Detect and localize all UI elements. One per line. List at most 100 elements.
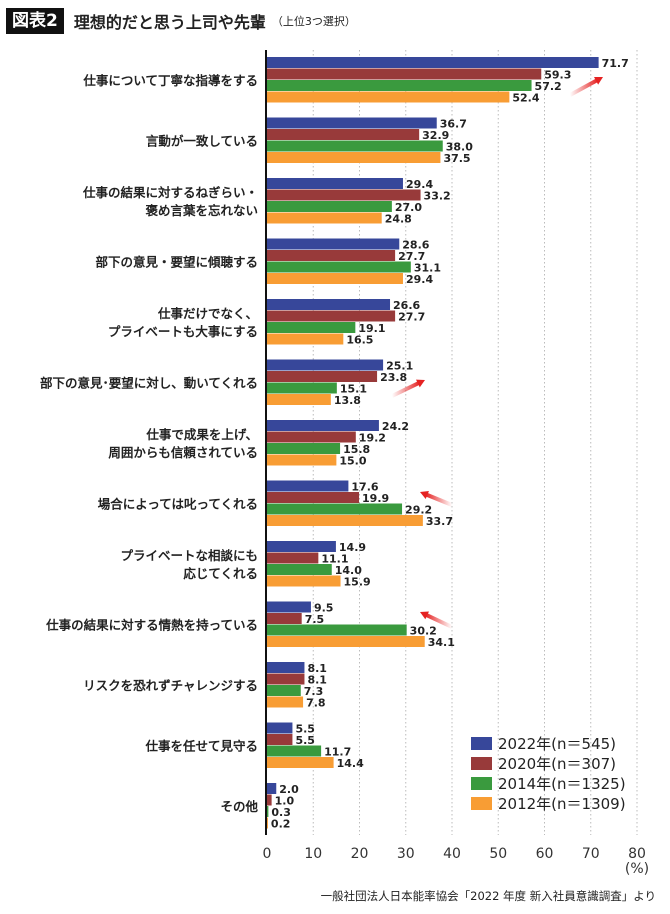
bar-0-3: [267, 238, 400, 250]
category-label: 仕事で成果を上げ、: [145, 427, 258, 442]
category-label: プライベートな相談にも: [120, 548, 258, 563]
bar-1-7: [267, 492, 360, 503]
chart-header: 図表2 理想的だと思う上司や先輩 （上位3つ選択）: [6, 8, 356, 34]
data-label: 9.5: [314, 602, 334, 615]
data-label: 27.7: [398, 311, 425, 324]
data-label: 11.1: [321, 553, 348, 566]
x-unit-label: (%): [625, 861, 649, 877]
bar-1-1: [267, 129, 420, 140]
bar-3-1: [267, 152, 441, 163]
bar-1-10: [267, 673, 305, 685]
data-label: 31.1: [414, 262, 441, 275]
bar-3-2: [267, 212, 382, 224]
x-tick-label: 20: [351, 846, 369, 862]
data-label: 29.4: [406, 273, 433, 286]
category-label: 仕事の結果に対するねぎらい・: [82, 185, 258, 200]
legend-label: 2012年(n＝1309): [498, 795, 626, 813]
bar-3-9: [267, 636, 425, 647]
bar-2-4: [267, 322, 356, 333]
category-label: リスクを恐れずチャレンジする: [83, 678, 258, 693]
data-label: 7.3: [304, 685, 324, 698]
bar-3-5: [267, 394, 331, 405]
data-label: 8.1: [307, 662, 327, 675]
data-label: 2.0: [279, 783, 299, 796]
category-label: 応じてくれる: [183, 566, 258, 581]
bar-1-12: [267, 794, 272, 806]
bar-1-2: [267, 189, 421, 201]
data-label: 24.2: [382, 420, 409, 433]
data-label: 27.7: [398, 250, 425, 263]
trend-arrow-shaft: [391, 380, 421, 398]
bar-2-1: [267, 140, 443, 152]
data-label: 17.6: [351, 481, 378, 494]
category-label: 言動が一致している: [146, 134, 258, 149]
trend-arrow-icon: [420, 490, 429, 499]
bar-0-1: [267, 117, 437, 129]
figure-label: 図表2: [6, 8, 64, 34]
data-label: 5.5: [295, 734, 315, 747]
x-tick-label: 60: [536, 846, 554, 862]
data-label: 14.9: [339, 541, 366, 554]
bar-3-3: [267, 273, 403, 284]
x-tick-label: 40: [443, 846, 461, 862]
data-label: 11.7: [324, 746, 351, 759]
category-label: 仕事を任せて見守る: [144, 739, 258, 754]
trend-arrow-icon: [594, 76, 603, 85]
category-label: 褒め言葉を忘れない: [144, 203, 258, 218]
chart-title: 理想的だと思う上司や先輩: [73, 13, 266, 32]
data-label: 24.8: [385, 213, 412, 226]
bar-0-9: [267, 601, 311, 613]
category-label: 場合によっては叱ってくれる: [98, 497, 258, 512]
bar-3-0: [267, 91, 510, 103]
bar-2-2: [267, 201, 392, 212]
bar-3-8: [267, 575, 341, 587]
x-tick-label: 10: [304, 846, 322, 862]
data-label: 14.4: [337, 757, 364, 770]
bar-2-8: [267, 564, 332, 575]
bar-1-5: [267, 371, 378, 382]
x-tick-label: 80: [628, 846, 646, 862]
bar-0-6: [267, 420, 379, 431]
data-label: 29.2: [405, 504, 432, 517]
chart-subtitle: （上位3つ選択）: [271, 15, 356, 28]
bar-0-10: [267, 662, 305, 673]
data-label: 26.6: [393, 299, 420, 312]
category-label: 仕事について丁寧な指導をする: [82, 73, 258, 88]
data-label: 0.2: [271, 818, 291, 831]
trend-arrow-shaft: [569, 78, 599, 97]
data-label: 7.8: [306, 697, 326, 710]
data-label: 15.9: [344, 576, 371, 589]
x-tick-label: 0: [263, 846, 272, 862]
data-label: 14.0: [335, 564, 362, 577]
bar-3-12: [267, 817, 268, 829]
bar-2-3: [267, 261, 411, 273]
data-label: 8.1: [307, 674, 327, 687]
data-label: 1.0: [275, 795, 295, 808]
bar-0-12: [267, 783, 277, 794]
data-label: 25.1: [386, 360, 413, 373]
bar-1-4: [267, 310, 396, 322]
trend-arrow-shaft: [424, 612, 453, 629]
bar-2-0: [267, 80, 532, 91]
bar-0-8: [267, 541, 336, 552]
bar-2-6: [267, 443, 341, 454]
data-label: 16.5: [346, 334, 373, 347]
data-label: 36.7: [440, 118, 467, 131]
bar-2-9: [267, 624, 407, 636]
category-label: 部下の意見･要望に対し、動いてくれる: [40, 376, 258, 391]
x-tick-label: 70: [582, 846, 600, 862]
data-label: 30.2: [410, 625, 437, 638]
bar-3-6: [267, 454, 337, 466]
bar-0-11: [267, 722, 293, 734]
data-label: 19.2: [359, 432, 386, 445]
legend-label: 2020年(n＝307): [498, 755, 616, 773]
source-note: 一般社団法人日本能率協会「2022 年度 新入社員意識調査」より: [320, 889, 656, 903]
category-label: 仕事だけでなく、: [157, 306, 258, 321]
category-label: 仕事の結果に対する情熱を持っている: [45, 618, 258, 633]
x-tick-label: 50: [489, 846, 507, 862]
bar-0-5: [267, 359, 384, 371]
bar-1-8: [267, 552, 319, 564]
bar-1-11: [267, 734, 293, 745]
data-label: 33.2: [424, 190, 451, 203]
